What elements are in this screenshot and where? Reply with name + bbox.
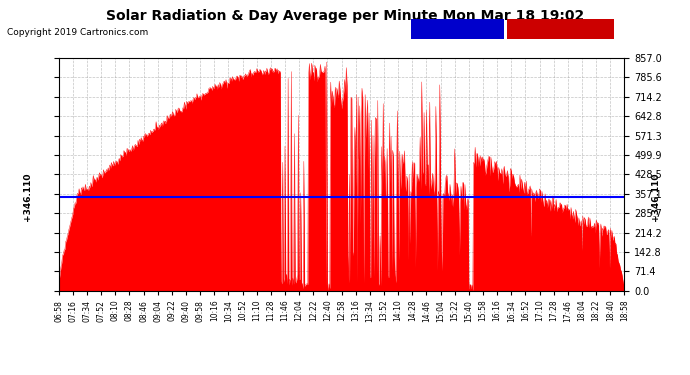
Text: Radiation (w/m2): Radiation (w/m2): [520, 25, 602, 34]
Text: Copyright 2019 Cartronics.com: Copyright 2019 Cartronics.com: [7, 28, 148, 37]
Text: Median (w/m2): Median (w/m2): [422, 25, 493, 34]
Text: Solar Radiation & Day Average per Minute Mon Mar 18 19:02: Solar Radiation & Day Average per Minute…: [106, 9, 584, 23]
Text: +346.110: +346.110: [23, 172, 32, 221]
Text: +346.110: +346.110: [651, 172, 660, 221]
